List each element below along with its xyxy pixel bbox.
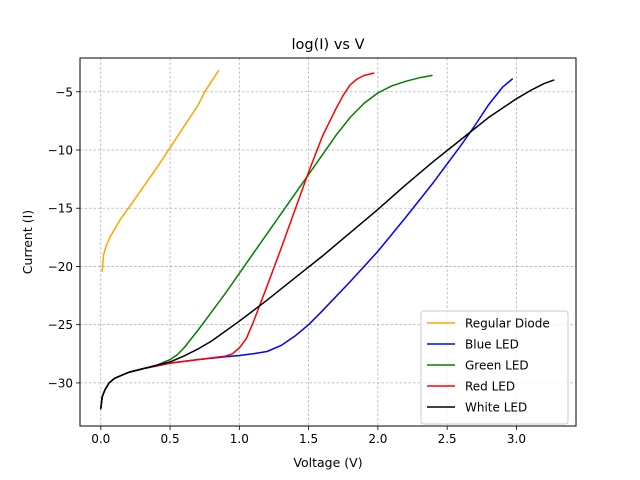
legend-label: Blue LED bbox=[465, 338, 519, 352]
x-tick-label: 2.5 bbox=[438, 432, 457, 446]
y-axis-label: Current (I) bbox=[20, 210, 35, 274]
legend-label: Red LED bbox=[465, 380, 515, 394]
y-axis: −30 −25 −20 −15 −10 −5 bbox=[48, 85, 80, 390]
legend-label: Green LED bbox=[465, 359, 529, 373]
y-tick-label: −25 bbox=[48, 318, 73, 332]
x-tick-label: 1.5 bbox=[299, 432, 318, 446]
plot-frame bbox=[79, 57, 577, 427]
x-tick-label: 2.0 bbox=[368, 432, 387, 446]
legend-label: Regular Diode bbox=[465, 317, 550, 331]
y-tick-label: −30 bbox=[48, 376, 73, 390]
legend: Regular Diode Blue LED Green LED Red LED Whi… bbox=[420, 310, 569, 425]
x-tick-label: 3.0 bbox=[507, 432, 526, 446]
plot-lines bbox=[100, 70, 555, 410]
y-tick-label: −20 bbox=[48, 260, 73, 274]
y-tick-label: −15 bbox=[48, 202, 73, 216]
series-line-white-led bbox=[100, 79, 555, 410]
x-tick-label: 0.5 bbox=[161, 432, 180, 446]
x-axis-label: Voltage (V) bbox=[293, 455, 362, 470]
series-line-regular-diode bbox=[101, 70, 220, 272]
legend-box bbox=[420, 310, 569, 425]
y-tick-label: −5 bbox=[55, 85, 73, 99]
x-axis: 0.0 0.5 1.0 1.5 2.0 2.5 3.0 bbox=[91, 426, 526, 446]
chart-title: log(I) vs V bbox=[292, 37, 365, 53]
x-tick-label: 0.0 bbox=[91, 432, 110, 446]
x-tick-label: 1.0 bbox=[230, 432, 249, 446]
legend-label: White LED bbox=[465, 401, 527, 415]
y-tick-label: −10 bbox=[48, 144, 73, 158]
